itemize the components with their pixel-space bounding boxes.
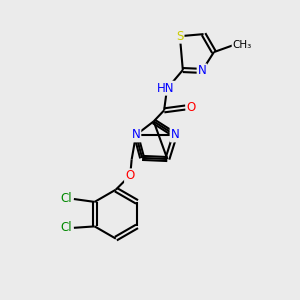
Text: N: N	[198, 64, 206, 77]
Text: S: S	[176, 30, 184, 43]
Text: Cl: Cl	[60, 192, 72, 205]
Text: O: O	[125, 169, 134, 182]
Text: N: N	[171, 128, 179, 141]
Text: HN: HN	[157, 82, 174, 95]
Text: N: N	[132, 128, 140, 141]
Text: Cl: Cl	[60, 221, 72, 234]
Text: CH₃: CH₃	[232, 40, 252, 50]
Text: O: O	[186, 101, 196, 114]
